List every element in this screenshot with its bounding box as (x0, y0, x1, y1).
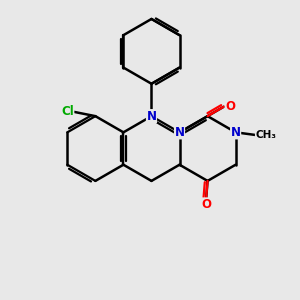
Text: CH₃: CH₃ (255, 130, 276, 140)
Text: N: N (231, 126, 241, 139)
Text: O: O (201, 198, 211, 211)
Text: N: N (146, 110, 157, 123)
Text: N: N (175, 126, 184, 139)
Text: Cl: Cl (61, 105, 74, 118)
Text: O: O (225, 100, 235, 113)
